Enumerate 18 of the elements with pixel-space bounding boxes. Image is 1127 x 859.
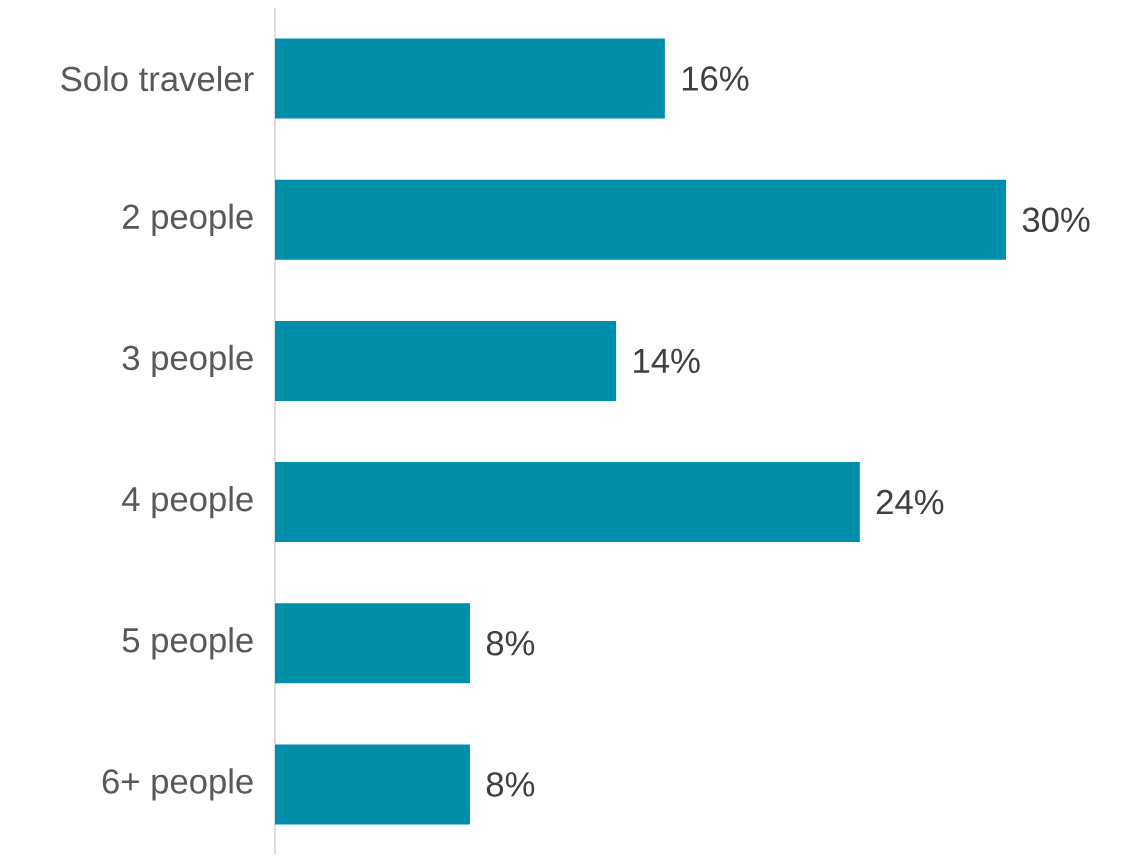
data-label: 16% bbox=[682, 66, 749, 91]
data-label: 30% bbox=[1022, 207, 1090, 233]
bar bbox=[275, 744, 470, 825]
y-tick-label: 5 people bbox=[122, 627, 253, 660]
bar bbox=[275, 179, 1006, 260]
bar bbox=[275, 38, 665, 119]
bar bbox=[275, 320, 617, 401]
y-tick-label: Solo traveler bbox=[61, 65, 254, 92]
y-tick-label: 3 people bbox=[122, 344, 253, 378]
data-label: 8% bbox=[486, 630, 535, 656]
y-tick-label: 2 people bbox=[123, 203, 253, 236]
bar bbox=[275, 603, 470, 684]
y-tick-label: 6+ people bbox=[102, 768, 253, 801]
data-label: 24% bbox=[876, 489, 944, 515]
bar bbox=[275, 462, 860, 543]
data-label: 14% bbox=[634, 348, 700, 374]
data-label: 8% bbox=[486, 772, 535, 797]
y-tick-label: 4 people bbox=[122, 485, 253, 519]
